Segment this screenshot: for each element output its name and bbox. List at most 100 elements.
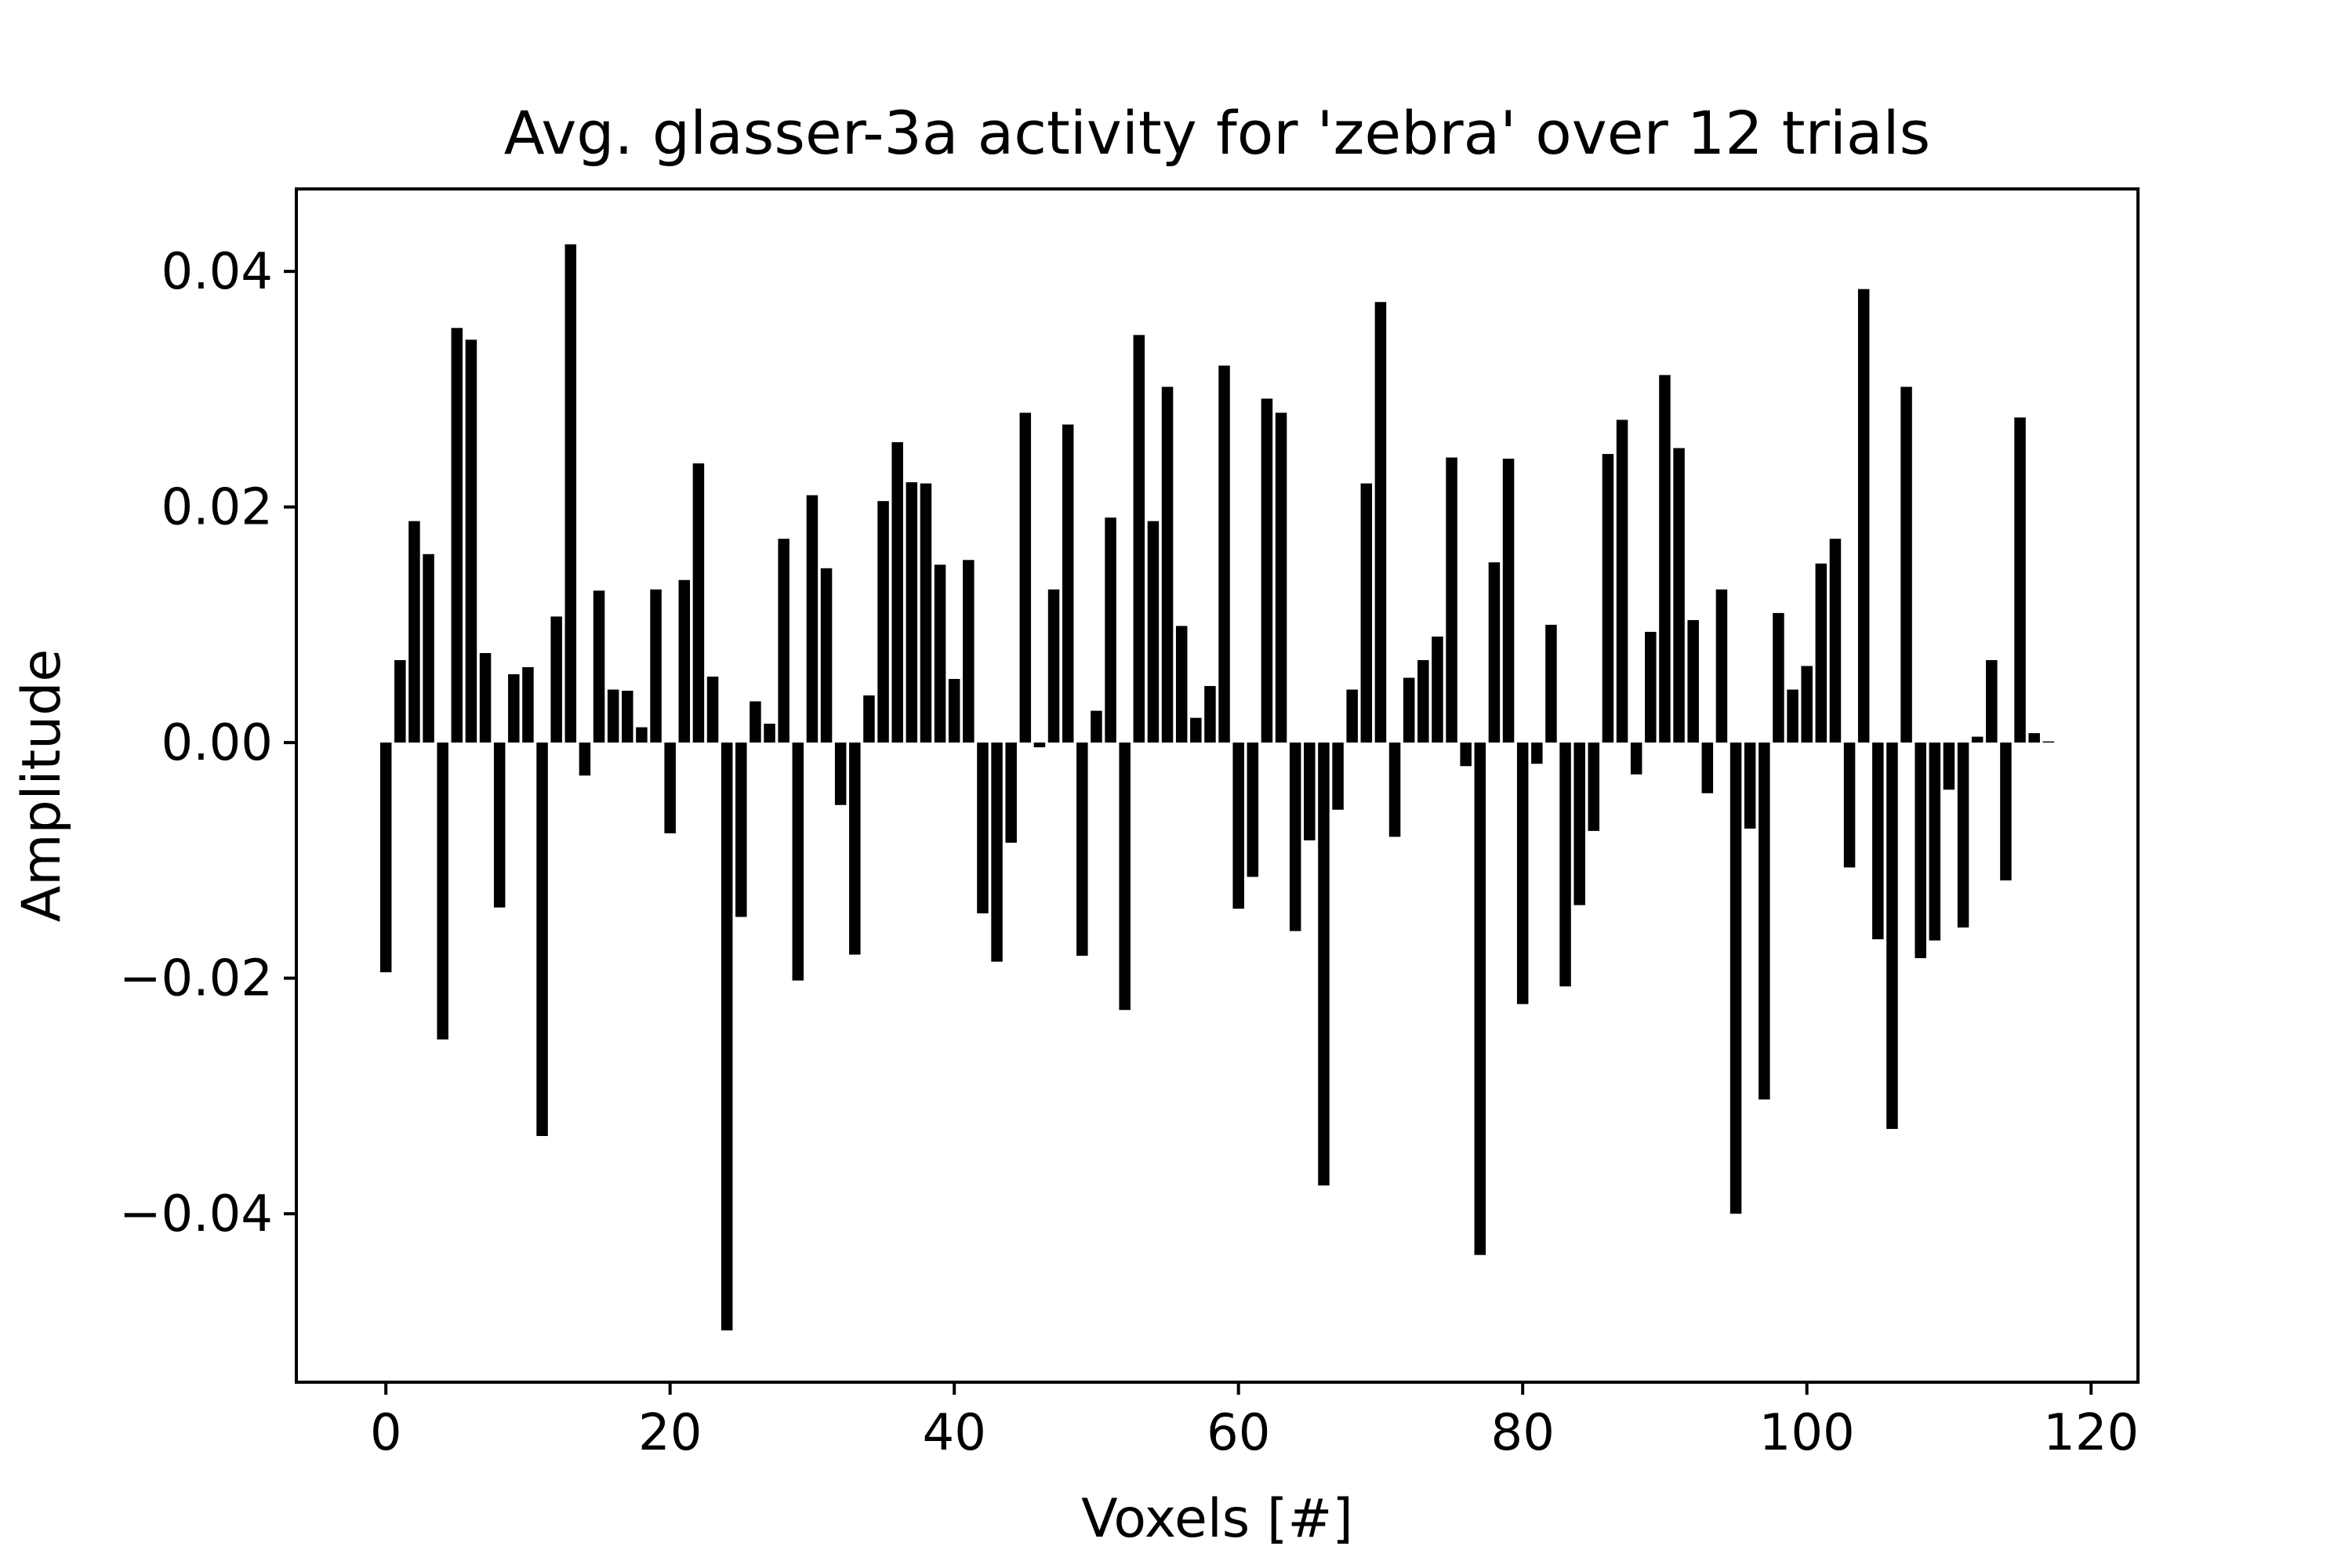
- y-tick-label: −0.04: [119, 1185, 273, 1243]
- bar-voxel-114: [2000, 742, 2012, 880]
- bar-voxel-71: [1388, 742, 1401, 837]
- bar-voxel-7: [479, 652, 492, 743]
- bar-voxel-105: [1872, 742, 1884, 940]
- bar-voxel-10: [522, 667, 534, 743]
- bar-voxel-50: [1091, 710, 1102, 743]
- bar-voxel-110: [1943, 742, 1955, 790]
- bar-voxel-0: [379, 742, 392, 973]
- bar-voxel-108: [1915, 742, 1926, 959]
- bar-voxel-102: [1829, 539, 1842, 743]
- x-tick-label: 60: [1207, 1404, 1270, 1462]
- bar-voxel-97: [1759, 742, 1770, 1100]
- bar-voxel-116: [2028, 733, 2040, 743]
- bar-voxel-64: [1289, 742, 1301, 931]
- bar-voxel-112: [1971, 736, 1984, 743]
- bar-voxel-19: [650, 589, 662, 743]
- bar-voxel-66: [1318, 742, 1330, 1186]
- x-tick-label: 20: [638, 1404, 702, 1462]
- bar-voxel-107: [1900, 387, 1912, 743]
- y-axis-label: Amplitude: [11, 649, 73, 922]
- x-tick-label: 80: [1490, 1404, 1554, 1462]
- bar-voxel-27: [764, 724, 775, 743]
- bar-voxel-70: [1374, 302, 1387, 743]
- bar-series: [379, 244, 2055, 1330]
- bar-voxel-69: [1360, 483, 1373, 743]
- bar-voxel-74: [1432, 636, 1443, 743]
- bar-voxel-83: [1559, 742, 1571, 987]
- bar-voxel-56: [1175, 626, 1188, 743]
- bar-voxel-57: [1190, 717, 1202, 743]
- bar-voxel-44: [1005, 742, 1017, 843]
- bar-voxel-24: [720, 742, 733, 1330]
- bar-voxel-3: [423, 554, 434, 743]
- bar-voxel-109: [1929, 742, 1941, 941]
- bar-voxel-51: [1105, 517, 1116, 743]
- bar-voxel-2: [408, 521, 420, 743]
- bar-voxel-25: [735, 742, 747, 917]
- bar-voxel-63: [1275, 412, 1287, 743]
- bar-voxel-85: [1588, 742, 1600, 831]
- bar-voxel-40: [948, 679, 960, 743]
- bar-voxel-113: [1986, 659, 1998, 743]
- bar-voxel-92: [1687, 619, 1699, 743]
- bar-voxel-36: [891, 442, 903, 743]
- bar-voxel-22: [692, 463, 705, 743]
- y-tick-label: −0.02: [119, 950, 273, 1008]
- bar-voxel-5: [451, 328, 463, 743]
- y-axis-ticks: −0.04 −0.02 0.00 0.02 0.04: [119, 243, 296, 1243]
- bar-voxel-21: [678, 579, 691, 743]
- bar-voxel-115: [2014, 417, 2026, 743]
- bar-voxel-67: [1332, 742, 1344, 810]
- bar-voxel-6: [465, 339, 477, 743]
- bar-voxel-41: [963, 560, 975, 743]
- bar-voxel-14: [579, 742, 591, 776]
- chart-title: Avg. glasser-3a activity for 'zebra' ove…: [504, 98, 1930, 168]
- bar-voxel-47: [1047, 589, 1060, 743]
- bar-voxel-26: [750, 701, 761, 743]
- bar-voxel-65: [1304, 742, 1316, 840]
- bar-voxel-28: [778, 539, 789, 743]
- bar-voxel-33: [849, 742, 861, 955]
- bar-voxel-43: [991, 742, 1003, 962]
- bar-voxel-91: [1673, 448, 1685, 743]
- bar-voxel-55: [1161, 387, 1174, 743]
- x-tick-label: 40: [922, 1404, 985, 1462]
- bar-voxel-16: [607, 689, 619, 743]
- bar-voxel-1: [394, 659, 406, 743]
- bar-voxel-117: [2042, 741, 2055, 743]
- bar-voxel-8: [493, 742, 506, 908]
- y-tick-label: 0.04: [162, 243, 274, 301]
- y-tick-label: 0.02: [162, 479, 274, 537]
- bar-voxel-46: [1033, 742, 1046, 748]
- x-axis-ticks: 0 20 40 60 80 100 120: [370, 1382, 2139, 1462]
- bar-voxel-20: [664, 742, 676, 833]
- bar-voxel-72: [1403, 677, 1415, 743]
- x-tick-label: 120: [2043, 1404, 2139, 1462]
- bar-voxel-106: [1886, 742, 1898, 1129]
- bar-voxel-35: [877, 501, 889, 743]
- x-tick-label: 100: [1759, 1404, 1855, 1462]
- bar-voxel-11: [536, 742, 548, 1136]
- bar-voxel-31: [820, 568, 833, 743]
- bar-voxel-99: [1787, 689, 1798, 743]
- bar-voxel-81: [1531, 742, 1543, 764]
- bar-voxel-38: [920, 483, 932, 743]
- bar-voxel-29: [792, 742, 804, 981]
- bar-voxel-62: [1261, 398, 1273, 743]
- bar-voxel-45: [1019, 412, 1032, 743]
- bar-voxel-84: [1573, 742, 1585, 906]
- bar-voxel-4: [437, 742, 448, 1040]
- bar-voxel-37: [906, 482, 918, 743]
- bar-voxel-15: [593, 590, 605, 743]
- bar-voxel-49: [1076, 742, 1088, 956]
- bar-voxel-73: [1417, 659, 1429, 743]
- bar-voxel-98: [1773, 612, 1784, 743]
- bar-voxel-96: [1744, 742, 1756, 829]
- bar-voxel-9: [508, 674, 520, 743]
- bar-voxel-58: [1204, 686, 1216, 743]
- bar-voxel-59: [1218, 365, 1230, 743]
- bar-voxel-53: [1133, 335, 1145, 743]
- bar-voxel-95: [1730, 742, 1742, 1214]
- bar-voxel-90: [1659, 375, 1671, 743]
- bar-voxel-54: [1147, 521, 1160, 743]
